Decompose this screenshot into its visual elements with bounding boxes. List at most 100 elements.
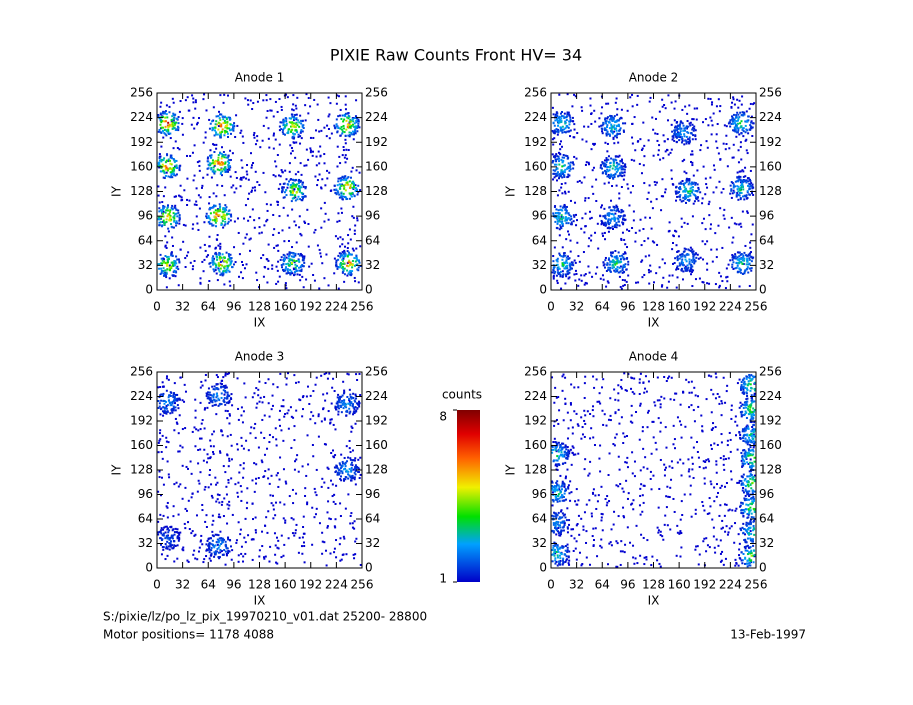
hotspot-dot xyxy=(174,174,177,177)
hotspot-dot xyxy=(158,217,161,220)
y-tick-label: 192 xyxy=(524,135,547,149)
noise-dot xyxy=(257,394,260,397)
noise-dot xyxy=(228,500,231,503)
noise-dot xyxy=(604,256,607,259)
hotspot-dot xyxy=(618,128,621,131)
noise-dot xyxy=(294,104,297,107)
hotspot-dot xyxy=(614,127,617,130)
noise-dot xyxy=(176,399,179,402)
noise-dot xyxy=(215,143,218,146)
hotspot-dot xyxy=(282,196,285,199)
hotspot-dot xyxy=(559,270,562,273)
hotspot-dot xyxy=(342,267,345,270)
noise-dot xyxy=(210,494,213,497)
noise-dot xyxy=(717,152,720,155)
noise-dot xyxy=(272,134,275,137)
hotspot-dot xyxy=(287,132,290,135)
hotspot-dot xyxy=(218,117,221,120)
noise-dot xyxy=(279,183,282,186)
noise-dot xyxy=(749,102,752,105)
noise-dot xyxy=(185,465,188,468)
noise-dot xyxy=(194,409,197,412)
noise-dot xyxy=(551,138,554,141)
noise-dot xyxy=(298,536,301,539)
hotspot-dot xyxy=(677,268,680,271)
noise-dot xyxy=(287,427,290,430)
noise-dot xyxy=(356,379,359,382)
hotspot xyxy=(333,456,361,482)
hotspot-dot xyxy=(679,130,682,133)
hotspot-dot xyxy=(742,180,745,183)
hotspot-dot xyxy=(690,132,693,135)
noise-dot xyxy=(261,139,264,142)
noise-dot xyxy=(731,254,734,257)
hotspot-dot xyxy=(738,255,741,258)
hotspot-dot xyxy=(684,139,687,142)
noise-dot xyxy=(303,164,306,167)
hotspot-dot xyxy=(178,214,181,217)
noise-dot xyxy=(313,487,316,490)
noise-dot xyxy=(305,164,308,167)
hotspot-dot xyxy=(684,190,687,193)
hotspot-dot xyxy=(299,266,302,269)
noise-dot xyxy=(662,134,665,137)
hotspot-dot xyxy=(561,115,564,118)
hotspot-dot xyxy=(175,159,178,162)
hotspot-dot xyxy=(213,150,216,153)
noise-dot xyxy=(179,444,182,447)
noise-dot xyxy=(294,460,297,463)
noise-dot xyxy=(675,268,678,271)
hotspot-dot xyxy=(351,270,354,273)
noise-dot xyxy=(244,204,247,207)
hotspot-dot xyxy=(176,393,179,396)
noise-dot xyxy=(607,281,610,284)
noise-dot xyxy=(274,138,277,141)
hotspot-dot xyxy=(170,223,173,226)
hotspot-dot xyxy=(165,272,168,275)
hotspot-dot xyxy=(339,186,342,189)
hotspot-dot xyxy=(291,182,294,185)
hotspot-dot xyxy=(554,270,557,273)
noise-dot xyxy=(237,495,240,498)
hotspot-dot xyxy=(353,459,356,462)
noise-dot xyxy=(172,101,175,104)
noise-dot xyxy=(314,383,317,386)
hotspot-dot xyxy=(205,212,208,215)
noise-dot xyxy=(648,282,651,285)
noise-dot xyxy=(577,255,580,258)
hotspot-dot xyxy=(676,259,679,262)
noise-dot xyxy=(714,283,717,286)
noise-dot xyxy=(228,504,231,507)
noise-dot xyxy=(612,136,615,139)
hotspot-dot xyxy=(737,119,740,122)
noise-dot xyxy=(591,275,594,278)
hotspot-dot xyxy=(349,192,352,195)
hotspot-dot xyxy=(219,210,222,213)
noise-dot xyxy=(300,137,303,140)
hotspot-dot xyxy=(690,183,693,186)
noise-dot xyxy=(710,248,713,251)
noise-dot xyxy=(253,226,256,229)
noise-dot xyxy=(620,158,623,161)
noise-dot xyxy=(200,422,203,425)
hotspot-dot xyxy=(613,256,616,259)
hotspot-dot xyxy=(354,115,357,118)
noise-dot xyxy=(663,262,666,265)
noise-dot xyxy=(294,254,297,257)
hotspot-dot xyxy=(343,175,346,178)
noise-dot xyxy=(344,154,347,157)
noise-dot xyxy=(222,226,225,229)
hotspot-dot xyxy=(680,138,683,141)
noise-dot xyxy=(730,196,733,199)
hotspot-dot xyxy=(750,260,753,263)
hotspot-dot xyxy=(600,127,603,130)
hotspot-dot xyxy=(344,478,347,481)
noise-dot xyxy=(636,140,639,143)
noise-dot xyxy=(234,483,237,486)
hotspot-dot xyxy=(291,115,294,118)
y-tick-label-right: 64 xyxy=(365,233,380,247)
noise-dot xyxy=(165,525,168,528)
noise-dot xyxy=(735,135,738,138)
noise-dot xyxy=(262,254,265,257)
hotspot-dot xyxy=(617,251,620,254)
